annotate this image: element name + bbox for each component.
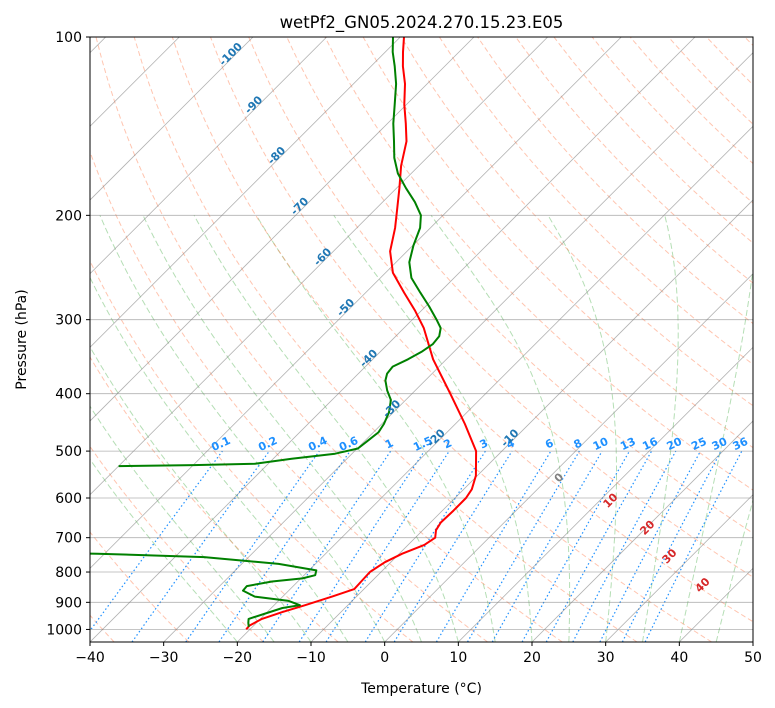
dry-adiabat-line — [324, 37, 753, 491]
mixing-ratio-lines — [90, 450, 743, 642]
y-tick-label: 900 — [55, 595, 82, 611]
moist-adiabat-line — [90, 458, 238, 642]
x-tick-label: −10 — [296, 650, 326, 666]
dry-adiabat-line — [400, 37, 753, 407]
x-axis-label: Temperature (°C) — [360, 681, 482, 697]
x-tick-label: 50 — [744, 650, 762, 666]
mixing-ratio-label: 30 — [710, 435, 730, 453]
isotherm-line — [90, 37, 696, 642]
x-tick-label: 30 — [597, 650, 615, 666]
x-tick-label: 0 — [380, 650, 389, 666]
y-axis-label: Pressure (hPa) — [14, 289, 30, 389]
y-tick-label: 400 — [55, 387, 82, 403]
y-tick-label: 1000 — [46, 622, 82, 638]
y-tick-label: 700 — [55, 531, 82, 547]
plot-background — [90, 37, 753, 642]
isotherm-line — [163, 52, 753, 642]
y-tick-label: 500 — [55, 444, 82, 460]
dry-adiabat-line — [95, 37, 563, 642]
isotherm-line — [531, 420, 753, 642]
x-tick-label: 20 — [523, 650, 541, 666]
isotherm-line — [90, 37, 327, 275]
dewpoint-profile — [90, 552, 318, 628]
isotherm-line — [90, 37, 254, 201]
moist-adiabat-line — [333, 215, 533, 642]
mixing-ratio-label: 36 — [731, 435, 751, 453]
moist-adiabat-line — [547, 215, 617, 642]
moist-adiabat-line — [193, 215, 459, 642]
dry-adiabat-line — [90, 150, 488, 642]
moist-adiabat-line — [90, 276, 349, 642]
mixing-ratio-line — [644, 450, 743, 642]
dewpoint-profile — [118, 37, 442, 468]
isotherm-line — [752, 641, 753, 642]
dry-adiabat-line — [248, 37, 753, 578]
moist-adiabat-line — [142, 215, 422, 642]
isotherm-line — [90, 37, 475, 422]
dry-adiabat-line — [133, 37, 638, 642]
isotherm-line — [458, 346, 753, 642]
mixing-ratio-line — [545, 450, 653, 642]
x-tick-label: −30 — [149, 650, 179, 666]
isotherm-line — [90, 37, 548, 496]
mixing-ratio-line — [185, 450, 320, 642]
mixing-ratio-line — [572, 450, 677, 642]
dry-adiabat-line — [438, 37, 753, 366]
isotherm-line — [605, 494, 753, 642]
dry-adiabat-line — [90, 531, 190, 642]
mixing-ratio-line — [393, 450, 513, 642]
y-tick-label: 100 — [55, 30, 82, 46]
isotherm-line — [310, 199, 753, 642]
mixing-ratio-line — [298, 450, 425, 642]
moist-adiabat-line — [678, 265, 753, 642]
isotherm-line — [237, 125, 753, 642]
dry-adiabat-line — [171, 37, 712, 642]
mixing-ratio-line — [262, 450, 392, 642]
x-tick-label: −20 — [223, 650, 253, 666]
sounding-profiles — [90, 37, 478, 631]
y-tick-label: 600 — [55, 491, 82, 507]
mixing-ratio-label: 20 — [665, 435, 685, 453]
dry-adiabat-line — [210, 37, 753, 623]
x-tick-label: 40 — [670, 650, 688, 666]
isotherm-line — [384, 273, 753, 642]
mixing-ratio-line — [218, 450, 351, 642]
dry-adiabat-line — [90, 445, 264, 642]
chart-title: wetPf2_GN05.2024.270.15.23.E05 — [280, 13, 564, 33]
y-tick-label: 800 — [55, 565, 82, 581]
y-tick-label: 300 — [55, 313, 82, 329]
mixing-ratio-line — [521, 450, 631, 642]
moist-adiabat-line — [715, 498, 753, 642]
dry-adiabat-line — [90, 356, 339, 642]
plot-area: 0.1 0.2 0.4 0.6 1 1.5 2 3 4 6 8 10 13 16 20 25 30 36-100-… — [90, 37, 753, 642]
mixing-ratio-label: 25 — [689, 435, 708, 453]
y-tick-label: 200 — [55, 208, 82, 224]
y-axis-ticks: 100 200 300 400 500 600 700 800 900 1000 — [46, 30, 90, 638]
x-tick-label: −40 — [75, 650, 105, 666]
plot-frame — [89, 36, 754, 643]
mixing-ratio-label: 16 — [640, 435, 660, 453]
mixing-ratio-label: 13 — [618, 435, 637, 453]
mixing-ratio-label: 10 — [591, 435, 611, 453]
dry-adiabat-line — [515, 37, 753, 284]
isotherm-line — [90, 37, 622, 569]
mixing-ratio-line — [90, 450, 223, 632]
x-axis-ticks: −40 −30 −20 −10 0 10 20 30 40 50 — [75, 642, 762, 666]
moist-adiabat-line — [642, 215, 679, 642]
moist-adiabat-line — [90, 345, 312, 642]
temperature-profile — [245, 37, 478, 631]
isotherm-line — [90, 37, 401, 348]
mixing-ratio-line — [131, 450, 270, 642]
mixing-ratio-line — [325, 450, 450, 642]
x-tick-label: 10 — [449, 650, 467, 666]
isotherms — [90, 37, 753, 642]
